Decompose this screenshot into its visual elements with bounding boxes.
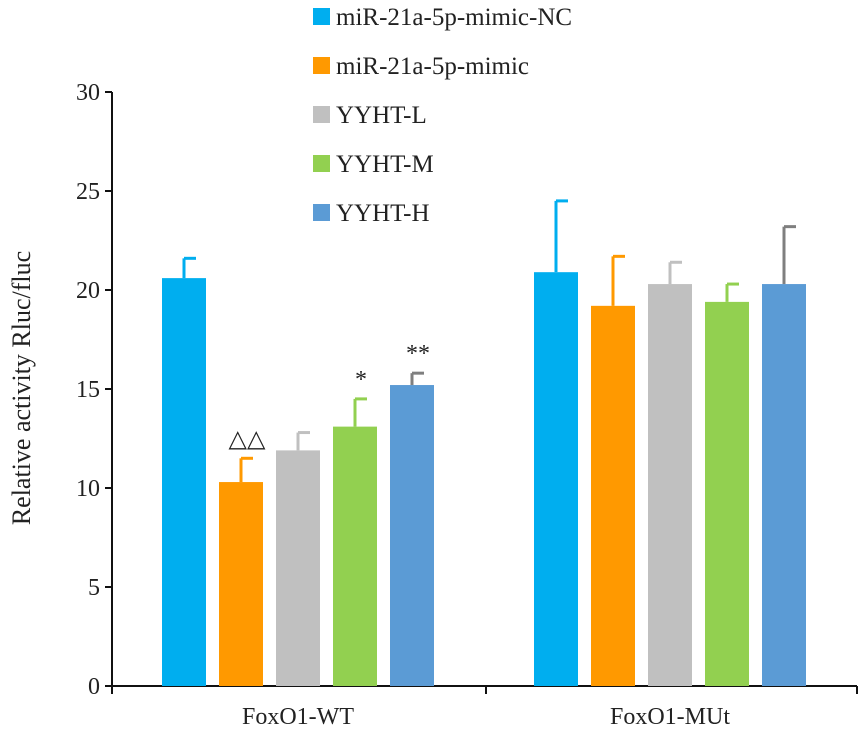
bar xyxy=(219,482,263,686)
y-tick-label: 10 xyxy=(76,476,100,502)
bar xyxy=(648,284,692,686)
legend-swatch xyxy=(313,155,330,172)
y-tick-label: 15 xyxy=(76,377,100,403)
y-tick-label: 5 xyxy=(88,575,100,601)
legend-label: miR-21a-5p-mimic xyxy=(336,53,529,80)
legend-swatch xyxy=(313,57,330,74)
significance-annotation: △△ xyxy=(229,426,266,452)
x-tick-label: FoxO1-MUt xyxy=(610,704,730,730)
bars: △△*** xyxy=(162,199,806,686)
y-tick-label: 20 xyxy=(76,278,100,304)
bar xyxy=(591,305,635,686)
bar xyxy=(276,450,320,686)
bar xyxy=(162,278,206,686)
legend-swatch xyxy=(313,8,330,25)
legend-label: YYHT-L xyxy=(336,102,427,129)
bar xyxy=(705,301,749,686)
legend-swatch xyxy=(313,106,330,123)
legend: miR-21a-5p-mimic-NC miR-21a-5p-mimic YYHT-… xyxy=(313,4,572,227)
legend-label: YYHT-H xyxy=(336,200,430,227)
bar xyxy=(390,385,434,686)
bar xyxy=(534,272,578,686)
legend-swatch xyxy=(313,204,330,221)
y-axis-label: Relative activity Rluc/fluc xyxy=(7,251,36,525)
x-tick-label: FoxO1-WT xyxy=(242,704,354,730)
y-tick-label: 25 xyxy=(76,179,100,205)
significance-annotation: * xyxy=(355,367,367,393)
significance-annotation: ** xyxy=(406,341,430,367)
bar xyxy=(333,426,377,686)
legend-label: miR-21a-5p-mimic-NC xyxy=(336,4,572,31)
y-tick-label: 30 xyxy=(76,80,100,106)
bar xyxy=(762,284,806,686)
y-tick-label: 0 xyxy=(88,674,100,700)
legend-label: YYHT-M xyxy=(336,151,434,178)
